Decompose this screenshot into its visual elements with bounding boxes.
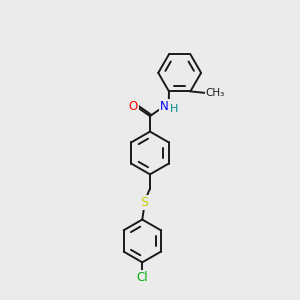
Text: S: S <box>140 196 148 209</box>
Text: CH₃: CH₃ <box>206 88 225 98</box>
Text: Cl: Cl <box>136 271 148 284</box>
Text: H: H <box>170 104 178 114</box>
Text: O: O <box>129 100 138 112</box>
Text: N: N <box>160 100 169 112</box>
